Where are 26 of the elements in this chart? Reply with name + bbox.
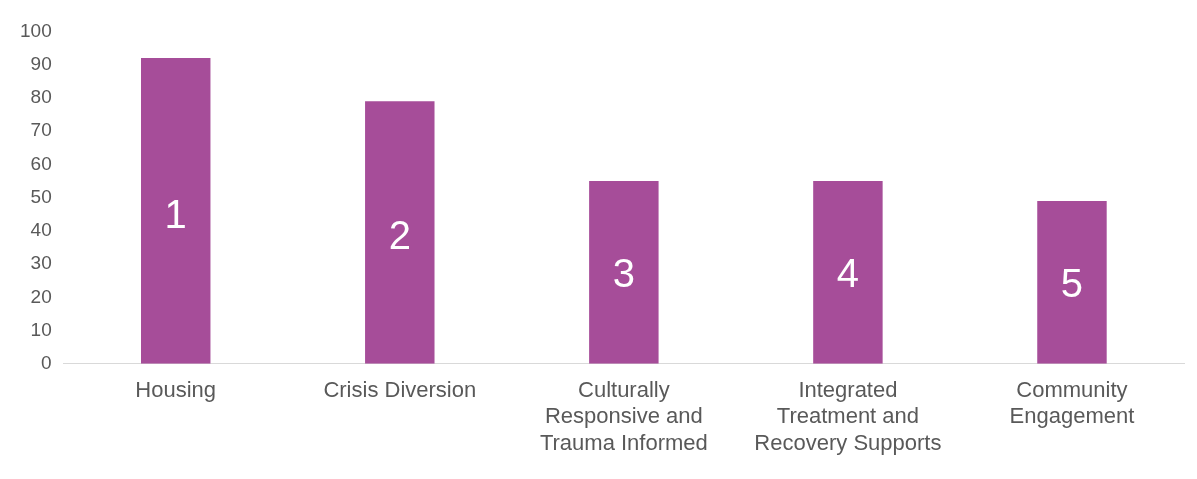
y-tick-label: 100 [20, 19, 52, 41]
annotation: 2 [388, 212, 411, 257]
bar [589, 180, 659, 364]
y-tick-label: 0 [41, 352, 52, 374]
y-tick-label: 90 [30, 52, 52, 74]
y-tick-label: 70 [30, 119, 52, 141]
x-tick-label: Housing [135, 377, 217, 403]
x-tick-label: Community Engagement [1009, 377, 1135, 429]
y-tick-label: 30 [30, 252, 52, 274]
y-tick-label: 60 [30, 152, 52, 174]
y-tick-label: 20 [30, 285, 52, 307]
annotation: 1 [164, 192, 187, 237]
bar [813, 180, 883, 364]
x-tick-label: Crisis Diversion [323, 377, 477, 403]
bar [141, 57, 211, 364]
annotation: 4 [836, 251, 860, 296]
x-tick-label: Integrated Treatment and Recovery Supports [754, 377, 942, 455]
bar [365, 101, 435, 364]
bar [1037, 200, 1107, 364]
y-tick-label: 10 [30, 318, 52, 340]
annotation: 3 [612, 251, 635, 296]
y-tick-label: 80 [30, 86, 52, 108]
y-tick-label: 50 [30, 185, 52, 207]
annotation: 5 [1060, 260, 1084, 305]
x-tick-label: Culturally Responsive and Trauma Informed [539, 377, 708, 455]
y-tick-label: 40 [30, 219, 52, 241]
